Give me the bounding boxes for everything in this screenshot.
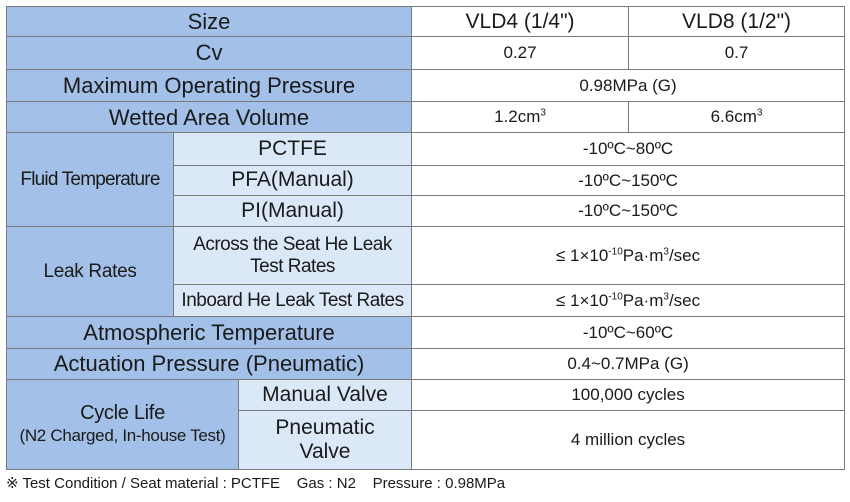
table-row-actuation-pressure: Actuation Pressure (Pneumatic) 0.4~0.7MP…	[5, 347, 846, 380]
fluid-temp-pctfe-label: PCTFE	[172, 132, 413, 166]
table-row-fluid-temp-pctfe: Fluid Temperature PCTFE -10ºC~80ºC	[6, 132, 846, 228]
table-row-cv: Cv 0.27 0.7	[5, 36, 846, 70]
cv-value-vld8: 0.7	[628, 36, 846, 70]
wetted-volume-value-vld8: 6.6cm3	[628, 100, 846, 134]
fluid-temp-pfa-label: PFA(Manual)	[172, 164, 413, 196]
leak-seat-label: Across the Seat He Leak Test Rates	[172, 226, 413, 285]
fluid-temp-pctfe-value: -10ºC~80ºC	[411, 132, 846, 166]
wetted-volume-value-vld4: 1.2cm3	[411, 100, 630, 134]
table-row-size: Size VLD4 (1/4") VLD8 (1/2")	[5, 5, 846, 38]
max-pressure-label: Maximum Operating Pressure	[5, 68, 413, 103]
cycle-manual-label: Manual Valve	[237, 378, 413, 412]
table-row-wetted-volume: Wetted Area Volume 1.2cm3 6.6cm3	[5, 100, 846, 134]
actuation-pressure-label: Actuation Pressure (Pneumatic)	[5, 347, 413, 380]
table-row-fluid-temp-pfa: PFA(Manual) -10ºC~150ºC	[7, 164, 846, 196]
cv-value-vld4: 0.27	[411, 36, 630, 70]
table-row-leak-seat: Leak Rates Across the Seat He Leak Test R…	[6, 226, 846, 318]
cycle-pneumatic-value: 4 million cycles	[411, 410, 846, 470]
leak-inboard-label: Inboard He Leak Test Rates	[172, 283, 413, 318]
cv-label: Cv	[5, 36, 413, 70]
test-condition-note: ※ Test Condition / Seat material : PCTFE…	[6, 475, 506, 492]
size-label: Size	[5, 5, 413, 38]
fluid-temp-pi-value: -10ºC~150ºC	[411, 194, 846, 228]
wetted-volume-label: Wetted Area Volume	[5, 100, 413, 134]
table-row-atmospheric-temp: Atmospheric Temperature -10ºC~60ºC	[5, 316, 846, 349]
column-header-vld4: VLD4 (1/4")	[411, 5, 630, 38]
table-row-cycle-pneumatic: Pneumatic Valve 4 million cycles	[7, 410, 846, 470]
table-row-fluid-temp-pi: PI(Manual) -10ºC~150ºC	[7, 194, 846, 228]
actuation-pressure-value: 0.4~0.7MPa (G)	[411, 347, 846, 380]
leak-inboard-value: ≤ 1×10-10Pa·m3/sec	[411, 283, 846, 318]
cycle-life-label: Cycle Life (N2 Charged, In-house Test)	[6, 378, 239, 471]
spec-table: Size VLD4 (1/4") VLD8 (1/2") Cv 0.27 0.7…	[5, 5, 846, 471]
atmospheric-temp-value: -10ºC~60ºC	[411, 316, 846, 349]
atmospheric-temp-label: Atmospheric Temperature	[5, 316, 413, 349]
leak-rates-label: Leak Rates	[6, 226, 174, 318]
fluid-temp-pi-label: PI(Manual)	[172, 194, 413, 228]
column-header-vld8: VLD8 (1/2")	[628, 5, 846, 38]
max-pressure-value: 0.98MPa (G)	[411, 68, 846, 103]
fluid-temp-pfa-value: -10ºC~150ºC	[411, 164, 846, 196]
cycle-manual-value: 100,000 cycles	[411, 378, 846, 412]
fluid-temperature-label: Fluid Temperature	[6, 132, 174, 228]
table-row-max-pressure: Maximum Operating Pressure 0.98MPa (G)	[5, 68, 846, 103]
table-row-leak-inboard: Inboard He Leak Test Rates ≤ 1×10-10Pa·m…	[7, 283, 846, 318]
cycle-pneumatic-label: Pneumatic Valve	[237, 410, 413, 470]
leak-seat-value: ≤ 1×10-10Pa·m3/sec	[411, 226, 846, 285]
table-row-cycle-manual: Cycle Life (N2 Charged, In-house Test) Ma…	[6, 378, 846, 471]
